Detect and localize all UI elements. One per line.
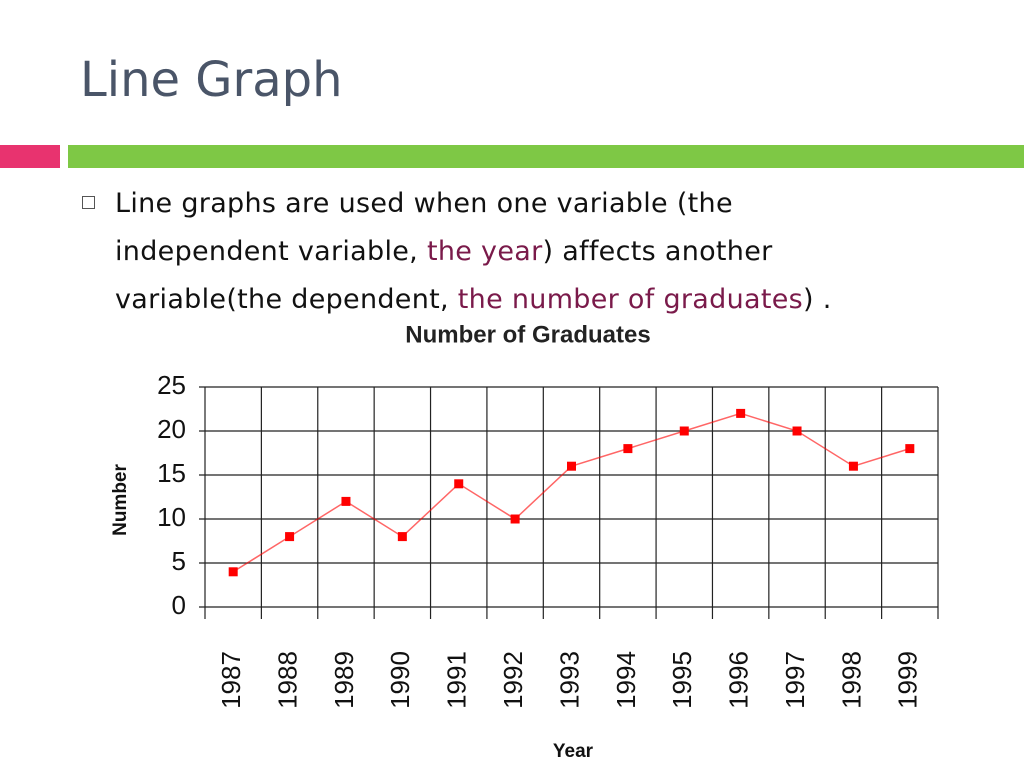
x-tick-label: 1990 (385, 651, 415, 709)
bullet-text: Line graphs are used when one variable (… (115, 180, 885, 324)
x-tick-label: 1995 (667, 651, 697, 709)
accent-bar (68, 145, 1024, 168)
x-tick-label: 1988 (272, 651, 302, 709)
accent-bar (0, 145, 60, 168)
point (736, 408, 746, 418)
y-tick-label: 15 (157, 458, 186, 488)
y-tick-label: 5 (172, 546, 186, 576)
point (905, 444, 915, 454)
slide-title: Line Graph (80, 52, 343, 108)
text: ) . (803, 284, 832, 315)
highlight: the year (426, 236, 543, 267)
point (397, 532, 407, 542)
bullet-marker (82, 196, 95, 209)
y-axis-label: Number (110, 464, 131, 536)
x-tick-label: 1996 (724, 651, 754, 709)
x-tick-label: 1989 (329, 651, 359, 709)
chart-title: Number of Graduates (405, 321, 650, 348)
line (232, 412, 911, 573)
point (285, 532, 295, 542)
x-tick-label: 1987 (216, 651, 246, 709)
point (792, 426, 802, 436)
highlight: the number of graduates (457, 284, 803, 315)
point (679, 426, 689, 436)
x-tick-label: 1997 (780, 651, 810, 709)
text: ) affects another variable(the dependent… (115, 236, 773, 315)
point (341, 496, 351, 506)
y-tick-label: 20 (157, 414, 186, 444)
point (623, 444, 633, 454)
text: Line graphs are used when one variable (… (115, 188, 733, 267)
point (228, 567, 238, 577)
x-tick-label: 1999 (893, 651, 923, 709)
x-tick-label: 1998 (836, 651, 866, 709)
y-tick-label: 0 (172, 590, 186, 620)
point (454, 479, 464, 489)
x-tick-label: 1992 (498, 651, 528, 709)
x-tick-label: 1994 (611, 651, 641, 709)
x-axis-label: Year (553, 741, 594, 762)
y-tick-label: 10 (157, 502, 186, 532)
y-tick-label: 25 (157, 370, 186, 400)
point (848, 461, 858, 471)
point (567, 461, 576, 471)
x-tick-label: 1991 (442, 651, 472, 709)
point (510, 514, 520, 524)
x-tick-label: 1993 (554, 651, 584, 709)
